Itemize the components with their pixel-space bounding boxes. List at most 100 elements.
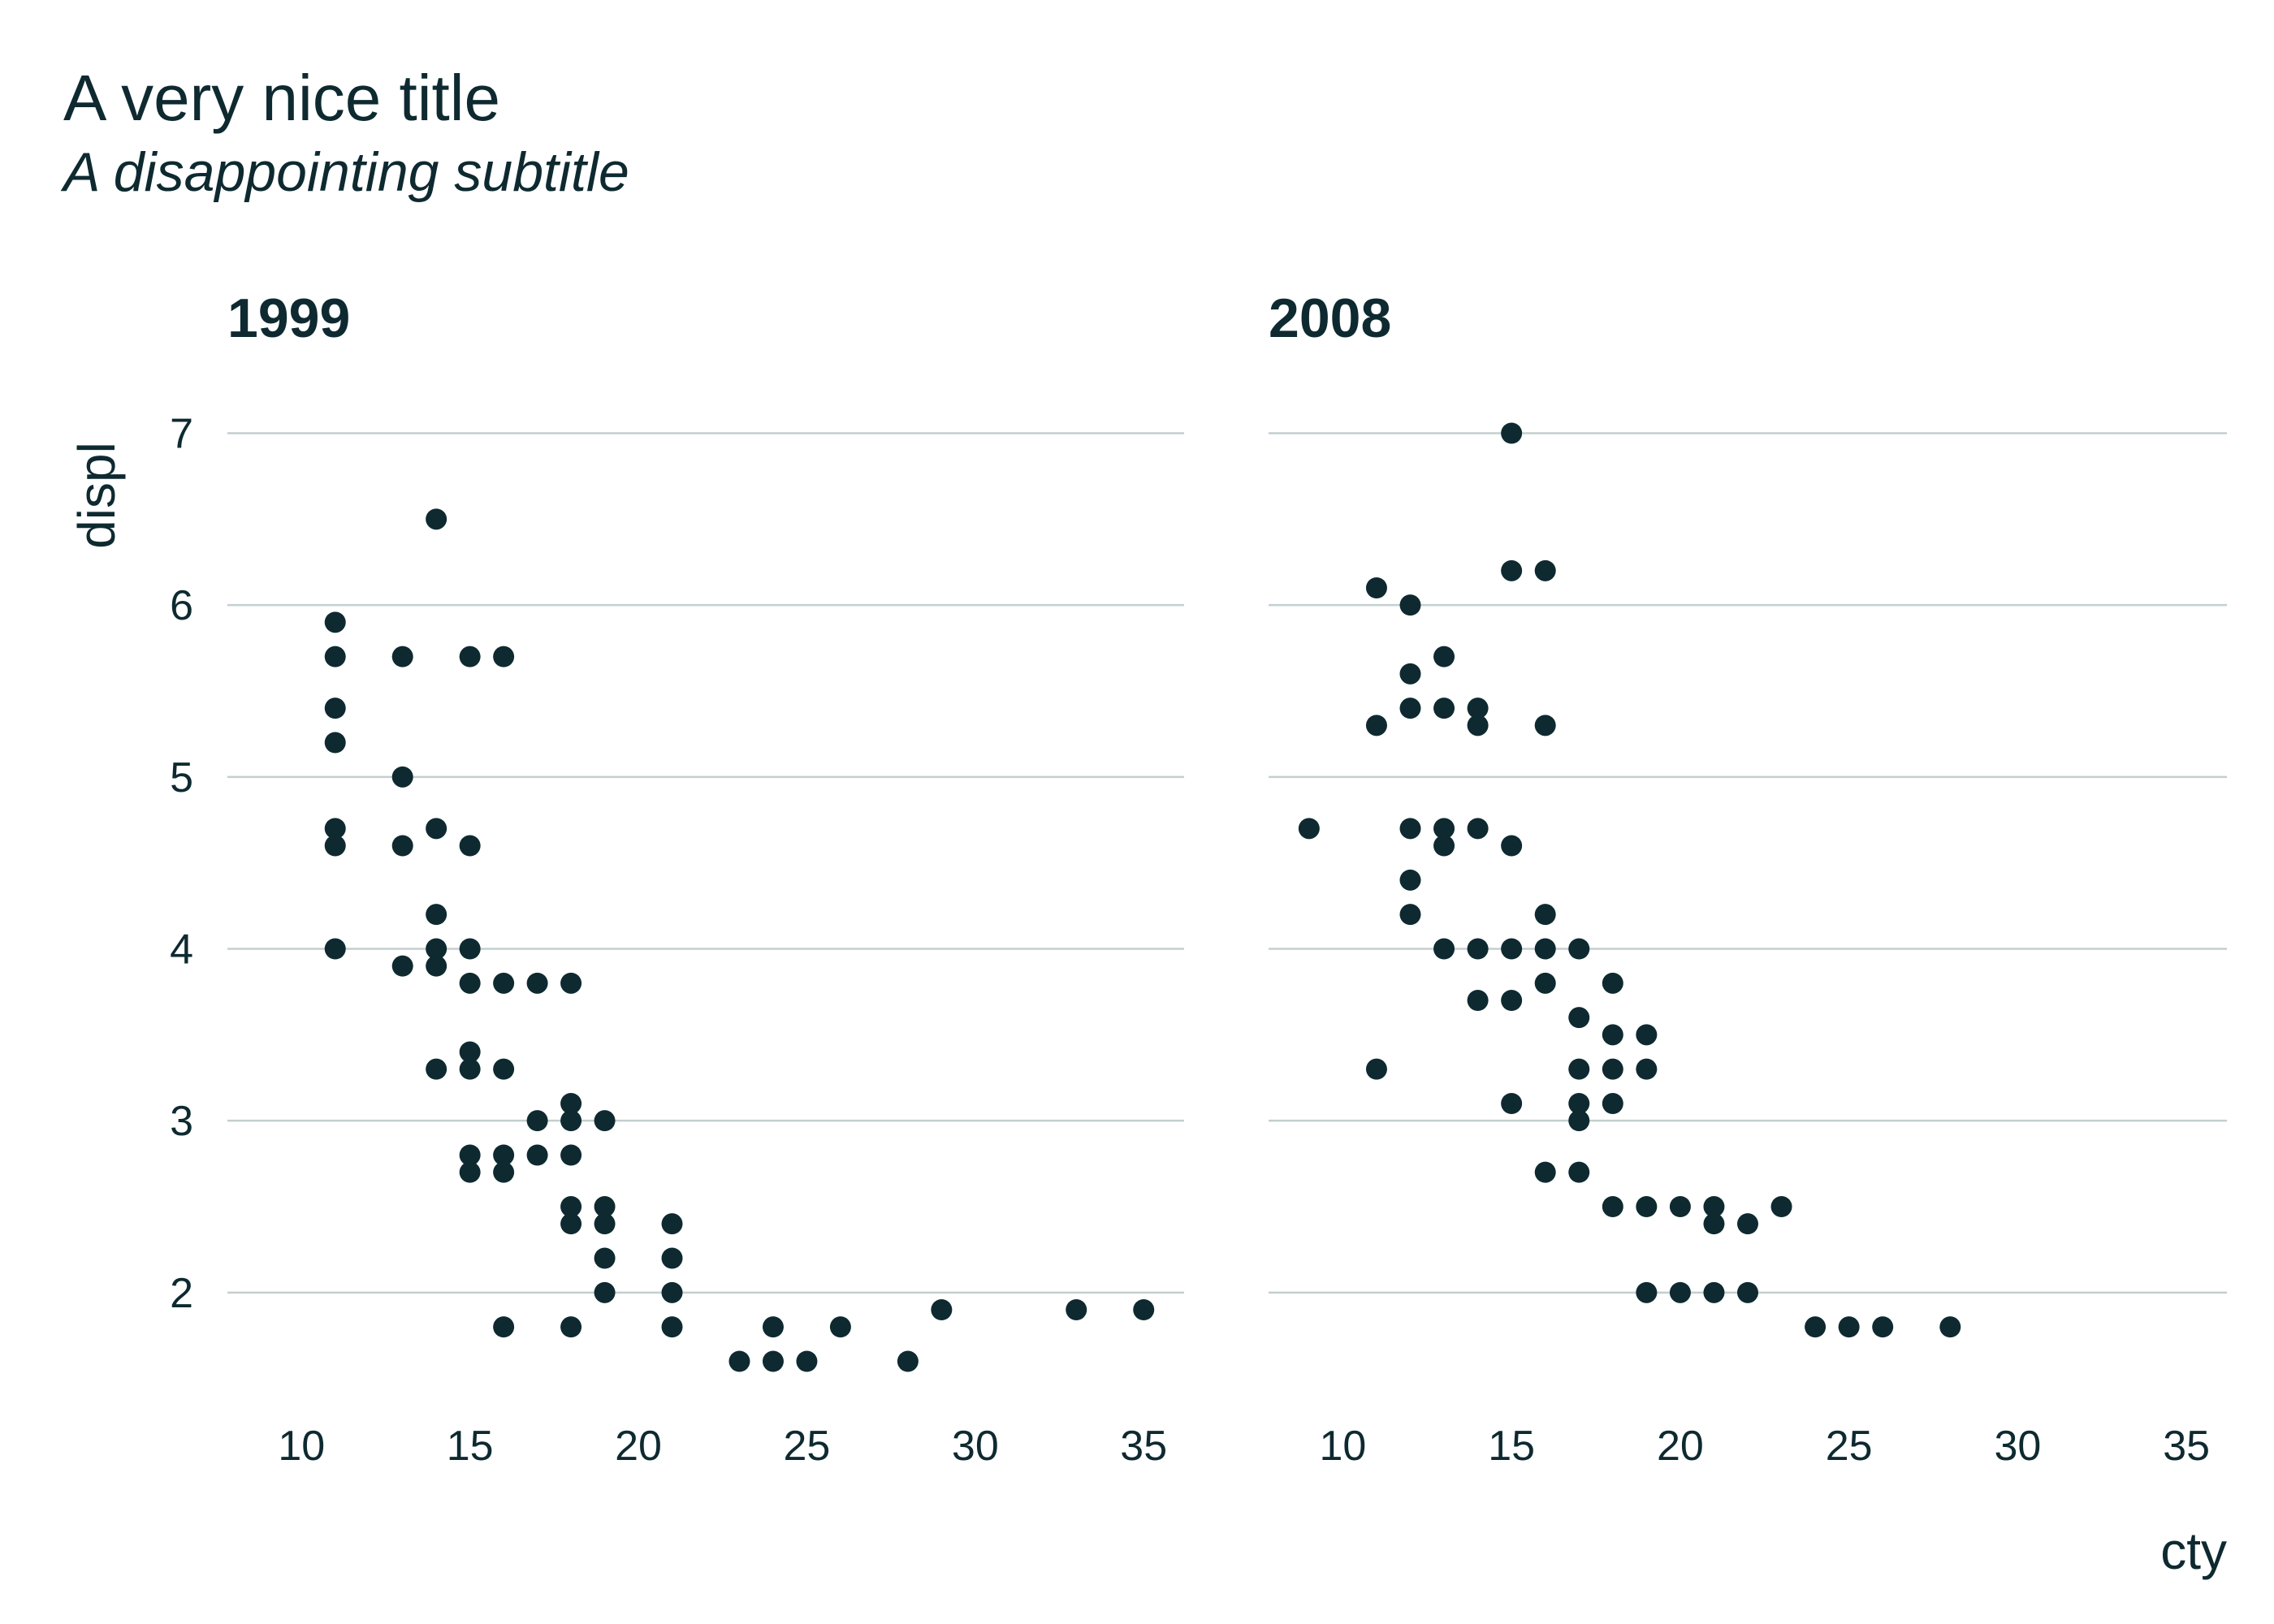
x-tick-label: 25 (784, 1423, 831, 1470)
chart-title: A very nice title (63, 62, 500, 134)
y-tick-label: 6 (170, 582, 193, 629)
data-point (1602, 1196, 1623, 1217)
data-point (493, 972, 515, 994)
data-point (1501, 1093, 1523, 1114)
data-point (324, 646, 346, 667)
data-point (526, 1110, 548, 1132)
x-tick-label: 30 (952, 1423, 999, 1470)
data-point (560, 1196, 582, 1217)
data-point (796, 1350, 818, 1372)
data-point (493, 1316, 515, 1338)
data-point (1066, 1299, 1087, 1320)
data-point (459, 1161, 481, 1183)
data-point (1399, 869, 1421, 891)
data-point (728, 1350, 750, 1372)
data-point (1770, 1196, 1792, 1217)
data-point (324, 611, 346, 633)
facet-panel-1999: 1999 2 3 4 5 6 7 10 15 20 25 30 35 (170, 287, 1184, 1470)
data-point (1467, 990, 1489, 1011)
y-tick-label: 2 (170, 1270, 193, 1317)
data-point (324, 835, 346, 857)
data-point (762, 1316, 784, 1338)
data-point (560, 1144, 582, 1166)
data-point (426, 508, 447, 530)
data-point (762, 1350, 784, 1372)
x-tick-label: 20 (615, 1423, 662, 1470)
data-point (426, 818, 447, 840)
data-point (1433, 938, 1455, 960)
x-axis-title: cty (2160, 1522, 2227, 1580)
data-point (426, 904, 447, 926)
data-point (560, 1093, 582, 1114)
x-tick-label: 10 (278, 1423, 325, 1470)
data-point (1399, 698, 1421, 719)
data-point (1467, 818, 1489, 840)
data-point (1501, 559, 1523, 581)
facet-panel-2008: 2008 10 15 20 25 30 35 (1269, 287, 2227, 1470)
data-point (1737, 1213, 1758, 1235)
data-point (1636, 1196, 1658, 1217)
x-tick-label: 20 (1657, 1423, 1704, 1470)
data-point (459, 1058, 481, 1080)
data-point (1534, 904, 1556, 926)
x-tick-label: 15 (1488, 1423, 1535, 1470)
data-point (1602, 972, 1623, 994)
data-point (560, 1110, 582, 1132)
data-point (1939, 1316, 1961, 1338)
data-point (1534, 559, 1556, 581)
data-point (324, 938, 346, 960)
data-point (324, 698, 346, 719)
data-point (1568, 1110, 1590, 1132)
data-point (1602, 1024, 1623, 1046)
data-point (1805, 1316, 1827, 1338)
y-axis-title: displ (67, 442, 126, 549)
x-tick-label: 35 (2163, 1423, 2210, 1470)
data-point (1399, 818, 1421, 840)
data-point (1636, 1058, 1658, 1080)
data-point (1568, 1058, 1590, 1080)
data-point (1636, 1281, 1658, 1303)
data-point (1133, 1299, 1155, 1320)
data-point (594, 1110, 616, 1132)
y-tick-label: 3 (170, 1098, 193, 1145)
data-point (1365, 577, 1387, 598)
data-point (594, 1247, 616, 1269)
y-tick-label: 4 (170, 926, 193, 974)
data-point (661, 1316, 683, 1338)
data-point (1433, 698, 1455, 719)
data-point (1669, 1196, 1691, 1217)
data-point (1433, 646, 1455, 667)
data-point (526, 972, 548, 994)
data-point (391, 955, 413, 977)
data-point (1838, 1316, 1860, 1338)
data-point (1467, 938, 1489, 960)
data-point (1636, 1024, 1658, 1046)
data-point (594, 1213, 616, 1235)
data-point (560, 1316, 582, 1338)
data-point (1467, 715, 1489, 736)
data-point (1703, 1196, 1725, 1217)
data-point (560, 972, 582, 994)
data-point (1737, 1281, 1758, 1303)
y-tick-label: 5 (170, 754, 193, 801)
data-point (459, 938, 481, 960)
x-tick-label: 35 (1120, 1423, 1167, 1470)
data-point (1568, 1093, 1590, 1114)
data-point (661, 1213, 683, 1235)
data-point (897, 1350, 919, 1372)
data-point (829, 1316, 851, 1338)
data-point (493, 1058, 515, 1080)
data-point (1433, 818, 1455, 840)
data-point (426, 1058, 447, 1080)
data-point (1399, 663, 1421, 685)
data-point (324, 818, 346, 840)
data-point (459, 972, 481, 994)
data-point (661, 1247, 683, 1269)
data-point (1534, 938, 1556, 960)
data-point (391, 835, 413, 857)
x-tick-label: 25 (1826, 1423, 1873, 1470)
data-point (1602, 1058, 1623, 1080)
data-point (459, 1144, 481, 1166)
data-point (493, 1161, 515, 1183)
